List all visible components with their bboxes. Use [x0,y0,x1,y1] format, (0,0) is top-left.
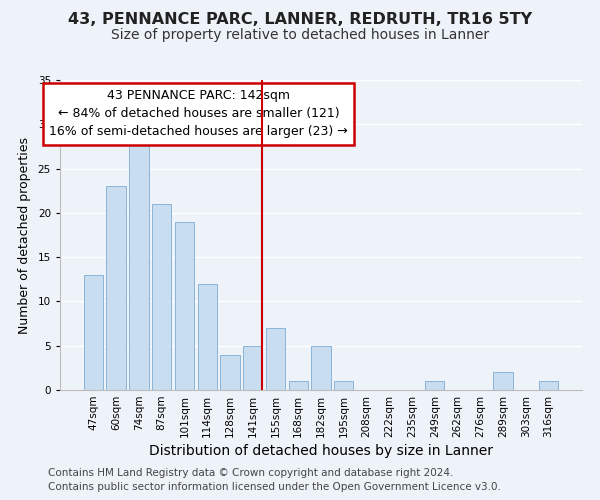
Bar [129,133,149,390]
Text: 43, PENNANCE PARC, LANNER, REDRUTH, TR16 5TY: 43, PENNANCE PARC, LANNER, REDRUTH, TR16… [68,12,532,28]
Bar [106,186,126,390]
Bar [289,381,308,390]
Text: Size of property relative to detached houses in Lanner: Size of property relative to detached ho… [111,28,489,42]
Bar [493,372,513,390]
Text: 43 PENNANCE PARC: 142sqm
← 84% of detached houses are smaller (121)
16% of semi-: 43 PENNANCE PARC: 142sqm ← 84% of detach… [49,90,348,138]
Bar [84,275,103,390]
Text: Contains public sector information licensed under the Open Government Licence v3: Contains public sector information licen… [48,482,501,492]
Bar [197,284,217,390]
Bar [425,381,445,390]
Bar [175,222,194,390]
Bar [539,381,558,390]
Bar [311,346,331,390]
Bar [266,328,285,390]
Bar [220,354,239,390]
X-axis label: Distribution of detached houses by size in Lanner: Distribution of detached houses by size … [149,444,493,458]
Y-axis label: Number of detached properties: Number of detached properties [18,136,31,334]
Text: Contains HM Land Registry data © Crown copyright and database right 2024.: Contains HM Land Registry data © Crown c… [48,468,454,477]
Bar [243,346,262,390]
Bar [152,204,172,390]
Bar [334,381,353,390]
